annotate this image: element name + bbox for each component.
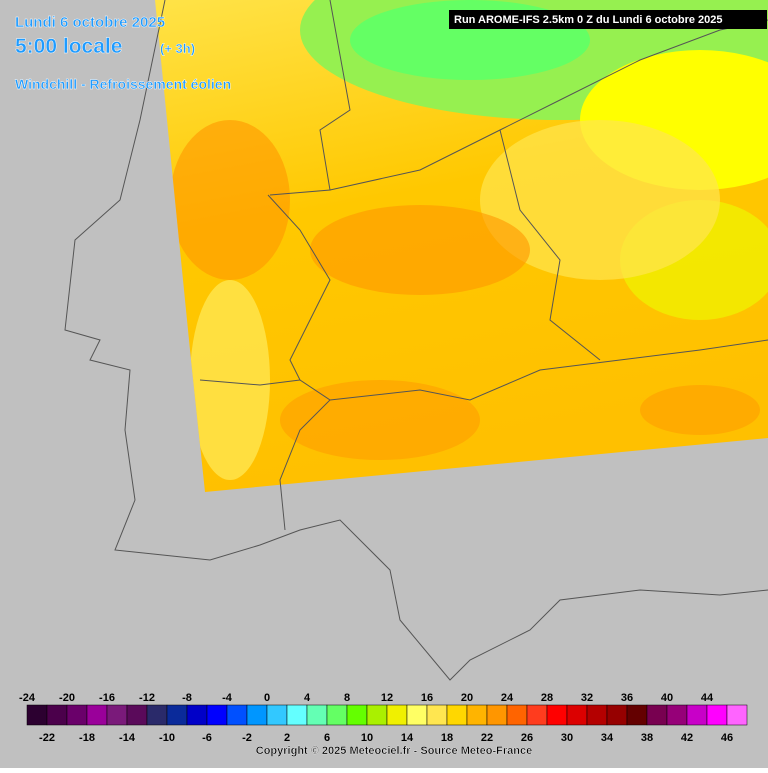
legend-swatch [506,704,528,726]
legend-swatch [326,704,348,726]
legend-swatch [626,704,648,726]
legend-label: 16 [421,692,433,704]
legend-label: 12 [381,692,393,704]
legend-swatch [366,704,388,726]
field [155,0,768,492]
legend-label: 42 [681,732,693,744]
legend-label: -6 [202,732,212,744]
legend-swatch [646,704,668,726]
legend-label: 2 [284,732,290,744]
legend-swatch [26,704,48,726]
legend-swatch [186,704,208,726]
legend-swatch [126,704,148,726]
legend-label: -4 [222,692,233,704]
legend-swatch [466,704,488,726]
legend-label: 32 [581,692,593,704]
legend-label: 26 [521,732,533,744]
legend-label: -16 [99,692,115,704]
legend-label: 0 [264,692,270,704]
legend-label: 40 [661,692,673,704]
legend-label: 10 [361,732,373,744]
legend-swatch [226,704,248,726]
legend-label: -8 [182,692,192,704]
legend-swatch [706,704,728,726]
borders [64,0,768,681]
legend-swatch [286,704,308,726]
legend-swatch [606,704,628,726]
run-info: Run AROME-IFS 2.5km 0 Z du Lundi 6 octob… [454,14,723,26]
legend-label: 36 [621,692,633,704]
legend-swatch [46,704,68,726]
legend-label: 14 [401,732,414,744]
legend-swatch [246,704,268,726]
legend-label: 22 [481,732,493,744]
legend: -24-22-20-18-16-14-12-10-8-6-4-202468101… [19,692,748,744]
legend-swatch [666,704,688,726]
legend-label: 24 [501,692,514,704]
legend-swatch [66,704,88,726]
legend-label: 20 [461,692,473,704]
legend-swatch [266,704,288,726]
legend-swatch [206,704,228,726]
legend-label: 44 [701,692,714,704]
legend-label: 8 [344,692,350,704]
legend-swatch [426,704,448,726]
legend-label: -14 [119,732,136,744]
legend-label: 6 [324,732,330,744]
legend-swatch [346,704,368,726]
copyright: Copyright © 2025 Meteociel.fr - Source M… [256,745,532,757]
legend-label: -18 [79,732,95,744]
legend-label: 18 [441,732,453,744]
offset: (+ 3h) [160,41,195,56]
legend-swatch [146,704,168,726]
legend-label: -20 [59,692,75,704]
legend-swatch [566,704,588,726]
legend-label: -24 [19,692,36,704]
legend-label: 38 [641,732,653,744]
legend-swatch [546,704,568,726]
legend-label: 4 [304,692,311,704]
legend-swatch [726,704,748,726]
legend-swatch [306,704,328,726]
legend-swatch [446,704,468,726]
legend-label: -22 [39,732,55,744]
legend-swatch [686,704,708,726]
legend-label: -12 [139,692,155,704]
legend-swatch [386,704,408,726]
field-name: Windchill - Refroissement éolien [15,76,231,92]
run-box [449,10,767,29]
legend-swatch [166,704,188,726]
legend-label: 30 [561,732,573,744]
legend-swatch [486,704,508,726]
legend-swatch [86,704,108,726]
legend-swatch [526,704,548,726]
legend-label: -10 [159,732,175,744]
legend-label: 34 [601,732,614,744]
legend-label: 46 [721,732,733,744]
legend-swatch [586,704,608,726]
time: 5:00 locale [15,35,122,58]
legend-label: -2 [242,732,252,744]
legend-swatch [106,704,128,726]
legend-swatch [406,704,428,726]
date: Lundi 6 octobre 2025 [15,14,165,31]
legend-label: 28 [541,692,553,704]
